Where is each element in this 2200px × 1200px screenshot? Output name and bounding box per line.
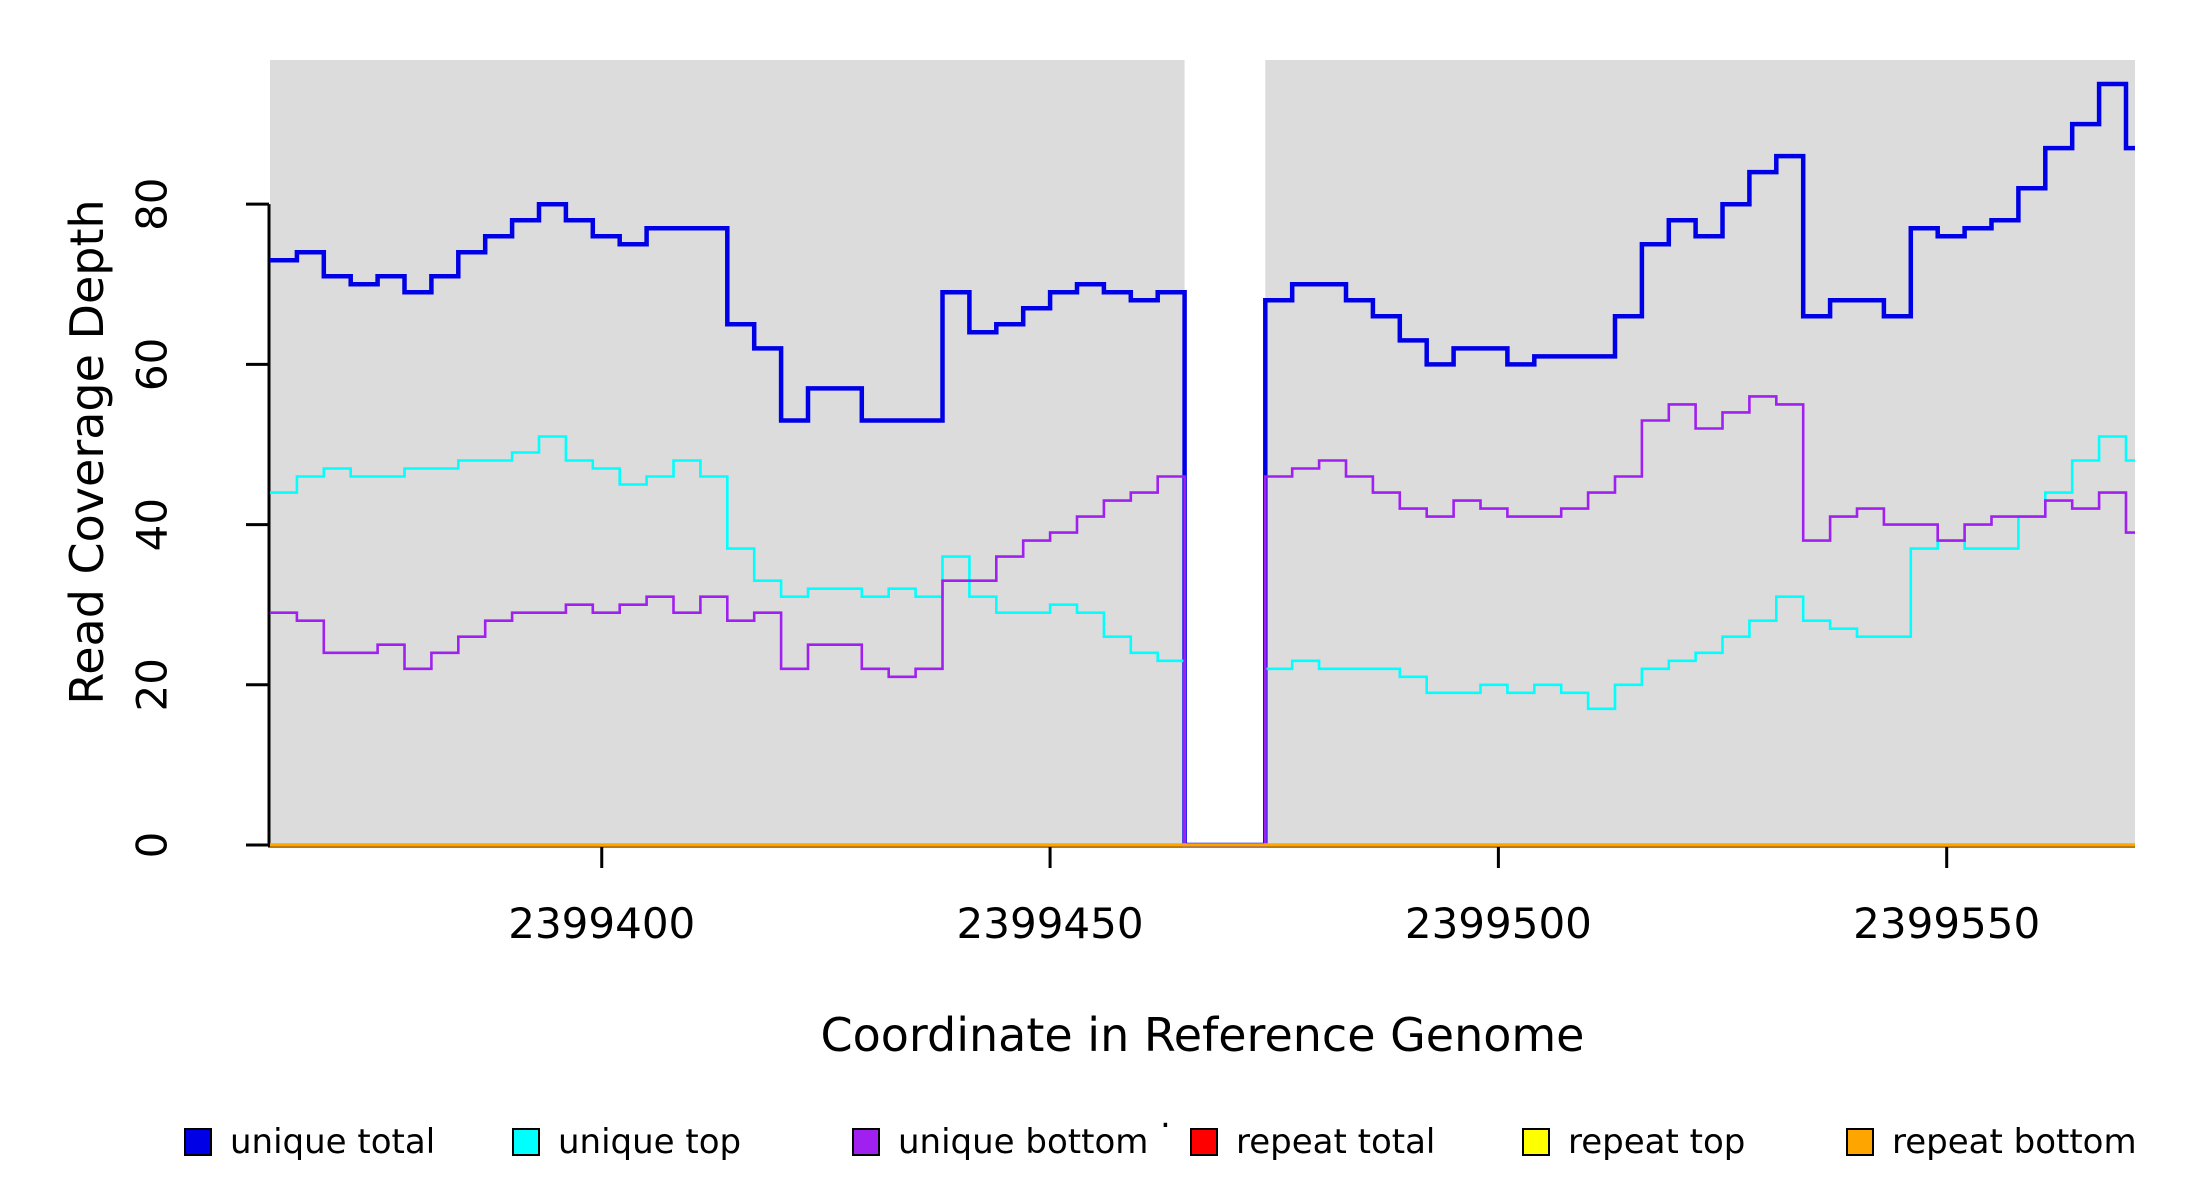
legend-label: unique total: [230, 1122, 436, 1162]
repeat-bottom-swatch-icon: [1846, 1128, 1874, 1156]
y-tick-label: 60: [128, 338, 177, 391]
unique-bottom-swatch-icon: [852, 1128, 880, 1156]
legend-item-unique-top: unique top: [512, 1120, 741, 1164]
legend-label: unique bottom: [898, 1122, 1149, 1162]
x-tick-label: 2399450: [957, 899, 1144, 948]
unique-top-swatch-icon: [512, 1128, 540, 1156]
legend-item-repeat-total: repeat total: [1190, 1120, 1435, 1164]
y-tick-label: 0: [128, 832, 177, 859]
legend-label: repeat bottom: [1892, 1122, 2137, 1162]
legend-label: unique top: [558, 1122, 742, 1162]
y-axis-title: Read Coverage Depth: [60, 199, 114, 705]
y-tick-label: 80: [128, 177, 177, 230]
x-tick-label: 2399400: [508, 899, 695, 948]
legend: unique total unique top unique bottom re…: [0, 1120, 2200, 1170]
x-tick-label: 2399550: [1853, 899, 2040, 948]
legend-item-repeat-bottom: repeat bottom: [1846, 1120, 2137, 1164]
unique-total-swatch-icon: [184, 1128, 212, 1156]
stray-mark: .: [1160, 1096, 1171, 1136]
legend-label: repeat top: [1568, 1122, 1746, 1162]
coverage-chart-canvas: 0 20 40 60 80 2399400 2399450 2399500 2399550: [128, 60, 2135, 948]
x-axis-title: Coordinate in Reference Genome: [820, 1008, 1585, 1062]
legend-label: repeat total: [1236, 1122, 1436, 1162]
legend-item-unique-bottom: unique bottom: [852, 1120, 1148, 1164]
repeat-top-swatch-icon: [1522, 1128, 1550, 1156]
legend-item-unique-total: unique total: [184, 1120, 435, 1164]
y-tick-label: 40: [128, 498, 177, 551]
plot-background-right: [1265, 60, 2135, 845]
repeat-total-swatch-icon: [1190, 1128, 1218, 1156]
plot-background-left: [270, 60, 1185, 845]
x-tick-label: 2399500: [1405, 899, 1592, 948]
y-tick-label: 20: [128, 658, 177, 711]
legend-item-repeat-top: repeat top: [1522, 1120, 1745, 1164]
